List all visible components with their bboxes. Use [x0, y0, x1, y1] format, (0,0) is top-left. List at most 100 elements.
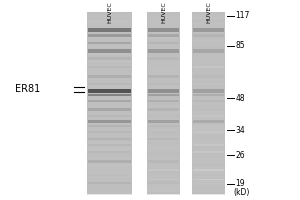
Bar — [147, 44, 180, 47]
Bar — [192, 58, 225, 60]
Bar — [88, 182, 131, 184]
Bar — [147, 151, 180, 154]
Bar — [147, 96, 180, 99]
Bar — [87, 128, 132, 131]
Bar — [192, 128, 225, 131]
Bar — [88, 108, 131, 111]
Bar — [148, 57, 179, 60]
Bar — [147, 23, 180, 26]
Bar — [148, 49, 179, 53]
Bar — [147, 39, 180, 42]
Bar — [193, 66, 224, 68]
Bar — [192, 73, 225, 76]
Bar — [192, 167, 225, 169]
Bar — [192, 98, 225, 101]
Bar — [147, 60, 180, 63]
Bar — [148, 49, 179, 53]
Bar — [87, 167, 132, 169]
Bar — [192, 139, 225, 142]
Bar — [87, 153, 132, 156]
Bar — [192, 153, 225, 156]
Bar — [193, 151, 224, 153]
Bar — [87, 92, 132, 94]
Bar — [192, 158, 225, 160]
Bar — [148, 151, 179, 153]
Bar — [192, 92, 225, 94]
Bar — [88, 144, 131, 146]
Bar — [148, 120, 179, 123]
Bar — [192, 60, 225, 63]
Bar — [148, 108, 179, 109]
Bar — [147, 133, 180, 135]
Bar — [193, 144, 224, 146]
Bar — [193, 144, 224, 146]
Bar — [148, 120, 179, 123]
Bar — [148, 108, 179, 109]
Bar — [88, 75, 131, 78]
Bar — [147, 121, 180, 124]
Bar — [193, 94, 224, 96]
Bar — [88, 120, 131, 123]
Bar — [88, 108, 131, 109]
Bar — [147, 17, 180, 19]
Bar — [192, 126, 225, 129]
Bar — [88, 34, 131, 37]
Bar — [192, 123, 225, 126]
Bar — [88, 28, 131, 32]
Bar — [87, 176, 132, 179]
Bar — [147, 148, 180, 151]
Bar — [193, 34, 224, 37]
Bar — [147, 26, 180, 28]
Bar — [87, 117, 132, 119]
Text: HUVEC: HUVEC — [206, 1, 211, 23]
Bar — [88, 94, 131, 96]
Bar — [88, 151, 131, 153]
Bar — [87, 180, 132, 183]
Bar — [192, 64, 225, 67]
Bar — [88, 42, 131, 44]
Bar — [147, 55, 180, 58]
Bar — [148, 94, 179, 96]
Bar — [193, 115, 224, 117]
Bar — [148, 151, 179, 153]
Bar — [88, 42, 131, 44]
Bar — [148, 75, 179, 78]
Bar — [87, 110, 132, 113]
Bar — [147, 12, 180, 15]
Bar — [87, 21, 132, 24]
Bar — [88, 66, 131, 68]
Bar — [192, 14, 225, 17]
Bar — [87, 94, 132, 97]
Bar — [148, 115, 179, 117]
Bar — [193, 89, 224, 93]
Bar — [192, 169, 225, 172]
Bar — [192, 135, 225, 138]
Bar — [87, 89, 132, 92]
Bar — [148, 179, 179, 180]
Bar — [147, 162, 180, 165]
Bar — [147, 119, 180, 122]
Bar — [147, 35, 180, 38]
Bar — [147, 178, 180, 181]
Bar — [87, 87, 132, 90]
Bar — [87, 137, 132, 140]
Bar — [148, 169, 179, 171]
Bar — [193, 28, 224, 32]
Bar — [148, 160, 179, 163]
Bar — [87, 139, 132, 142]
Bar — [192, 155, 225, 158]
Bar — [87, 42, 132, 44]
Bar — [148, 42, 179, 44]
Bar — [88, 182, 131, 184]
Bar — [192, 180, 225, 183]
Bar — [193, 75, 224, 78]
Bar — [148, 169, 179, 171]
Bar — [87, 39, 132, 42]
Bar — [193, 125, 224, 127]
Bar — [147, 42, 180, 44]
Bar — [192, 144, 225, 147]
Bar — [147, 98, 180, 101]
Bar — [87, 189, 132, 192]
Bar — [147, 105, 180, 108]
Bar — [87, 23, 132, 26]
